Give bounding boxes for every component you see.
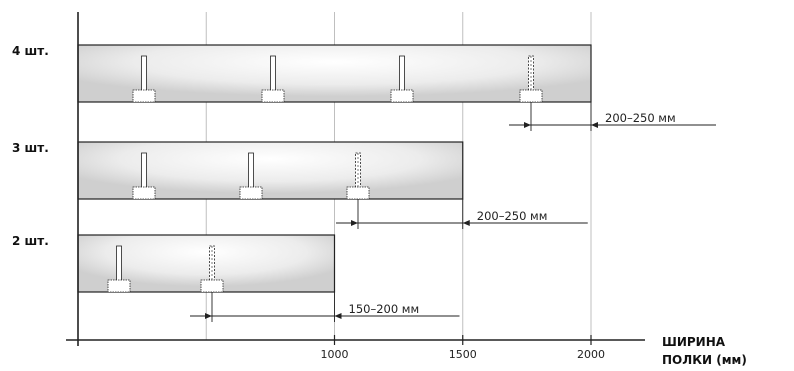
x-axis-title-line2: ПОЛКИ (мм) bbox=[662, 353, 747, 367]
x-tick-label: 2000 bbox=[577, 348, 605, 361]
shelf-board bbox=[77, 44, 592, 103]
x-ticks: 1000 1500 2000 bbox=[321, 335, 605, 361]
x-tick-label: 1500 bbox=[449, 348, 477, 361]
bracket bbox=[132, 152, 156, 200]
shelves-layer: 4 шт. 200–250 мм 3 шт. 200–250 мм 2 шт. 150–2… bbox=[12, 44, 716, 322]
x-axis-title-line1: ШИРИНА bbox=[662, 335, 726, 349]
bracket bbox=[261, 55, 285, 103]
bracket-count-label: 3 шт. bbox=[12, 141, 49, 155]
overhang-dimension: 200–250 мм bbox=[509, 102, 716, 131]
shelf-2: 3 шт. 200–250 мм bbox=[12, 141, 588, 229]
bracket bbox=[107, 245, 131, 293]
overhang-label: 200–250 мм bbox=[477, 209, 548, 223]
bracket bbox=[519, 55, 543, 103]
overhang-label: 200–250 мм bbox=[605, 111, 676, 125]
bracket-count-label: 4 шт. bbox=[12, 44, 49, 58]
overhang-label: 150–200 мм bbox=[349, 302, 420, 316]
x-tick-label: 1000 bbox=[321, 348, 349, 361]
bracket bbox=[390, 55, 414, 103]
bracket bbox=[239, 152, 263, 200]
axes bbox=[66, 12, 645, 346]
overhang-dimension: 150–200 мм bbox=[190, 292, 460, 322]
bracket bbox=[132, 55, 156, 103]
overhang-dimension: 200–250 мм bbox=[336, 199, 588, 229]
bracket-count-label: 2 шт. bbox=[12, 234, 49, 248]
shelf-1: 4 шт. 200–250 мм bbox=[12, 44, 716, 131]
shelf-3: 2 шт. 150–200 мм bbox=[12, 234, 460, 322]
